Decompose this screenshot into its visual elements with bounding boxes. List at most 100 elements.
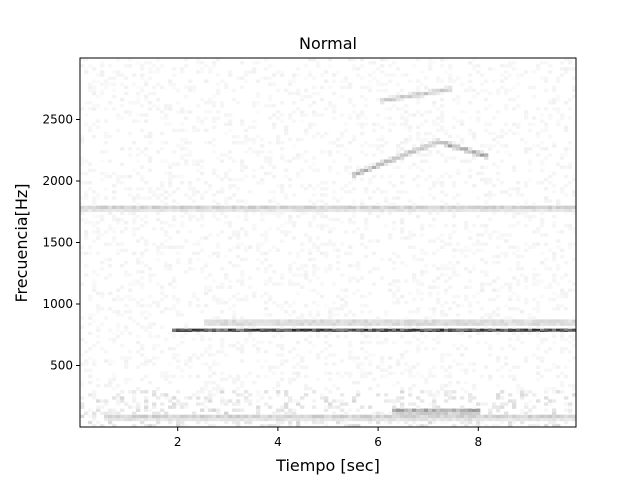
spectrogram-cell	[372, 251, 377, 256]
spectrogram-cell	[528, 423, 533, 428]
spectrogram-cell	[360, 236, 365, 240]
spectrogram-cell	[444, 70, 449, 74]
spectrogram-cell	[204, 350, 209, 354]
spectrogram-cell	[280, 230, 285, 234]
spectrogram-cell	[360, 331, 365, 336]
spectrogram-cell	[544, 208, 549, 213]
spectrogram-cell	[468, 414, 473, 419]
spectrogram-cell	[480, 285, 485, 289]
spectrogram-cell	[264, 205, 269, 209]
spectrogram-cell	[84, 193, 89, 197]
spectrogram-cell	[384, 159, 389, 163]
spectrogram-cell	[552, 420, 557, 425]
spectrogram-cell	[444, 208, 449, 213]
spectrogram-cell	[272, 113, 277, 117]
spectrogram-cell	[160, 85, 165, 90]
spectrogram-cell	[236, 387, 241, 391]
spectrogram-cell	[256, 350, 261, 354]
spectrogram-cell	[416, 396, 421, 400]
spectrogram-cell	[308, 236, 313, 240]
spectrogram-cell	[172, 347, 177, 351]
spectrogram-cell	[560, 319, 565, 323]
spectrogram-cell	[168, 208, 173, 213]
spectrogram-cell	[564, 319, 569, 323]
spectrogram-cell	[548, 174, 553, 179]
spectrogram-cell	[392, 97, 397, 102]
spectrogram-cell	[464, 224, 469, 228]
spectrogram-cell	[496, 294, 501, 299]
spectrogram-cell	[488, 104, 493, 108]
spectrogram-cell	[184, 396, 189, 400]
spectrogram-cell	[160, 64, 165, 68]
spectrogram-cell	[436, 411, 441, 415]
spectrogram-cell	[436, 177, 441, 182]
spectrogram-cell	[388, 236, 393, 240]
spectrogram-cell	[460, 122, 465, 126]
spectrogram-cell	[80, 64, 85, 68]
spectrogram-cell	[300, 137, 305, 142]
spectrogram-cell	[388, 79, 393, 83]
spectrogram-cell	[176, 245, 181, 249]
spectrogram-cell	[332, 399, 337, 403]
spectrogram-cell	[236, 254, 241, 259]
spectrogram-cell	[140, 304, 145, 308]
spectrogram-cell	[368, 359, 373, 363]
spectrogram-cell	[508, 245, 513, 249]
spectrogram-cell	[384, 141, 389, 145]
spectrogram-cell	[88, 356, 93, 360]
spectrogram-cell	[108, 417, 113, 422]
spectrogram-cell	[568, 288, 573, 292]
spectrogram-cell	[400, 122, 405, 126]
spectrogram-cell	[356, 116, 361, 120]
spectrogram-cell	[556, 239, 561, 243]
tonal-line-segment	[516, 328, 521, 331]
spectrogram-cell	[280, 119, 285, 123]
spectrogram-cell	[380, 356, 385, 360]
spectrogram-cell	[468, 319, 473, 323]
spectrogram-cell	[296, 205, 301, 209]
spectrogram-cell	[480, 144, 485, 148]
tonal-line-segment	[188, 328, 193, 331]
spectrogram-cell	[260, 165, 265, 169]
spectrogram-cell	[428, 187, 433, 191]
spectrogram-cell	[224, 353, 229, 357]
spectrogram-cell	[496, 423, 501, 428]
spectrogram-cell	[160, 371, 165, 376]
spectrogram-cell	[360, 76, 365, 80]
spectrogram-cell	[476, 239, 481, 243]
spectrogram-cell	[440, 417, 445, 422]
tonal-line-segment	[176, 328, 181, 331]
spectrogram-cell	[408, 113, 413, 117]
spectrogram-cell	[408, 390, 413, 394]
spectrogram-cell	[416, 205, 421, 209]
spectrogram-cell	[540, 61, 545, 65]
spectrogram-cell	[536, 131, 541, 136]
spectrogram-cell	[376, 205, 381, 209]
spectrogram-cell	[280, 205, 285, 209]
spectrogram-cell	[92, 91, 97, 96]
spectrogram-cell	[128, 414, 133, 419]
spectrogram-cell	[508, 224, 513, 228]
spectrogram-cell	[388, 371, 393, 376]
spectrogram-cell	[556, 294, 561, 299]
spectrogram-cell	[204, 383, 209, 388]
spectrogram-cell	[148, 334, 153, 339]
spectrogram-cell	[208, 380, 213, 385]
spectrogram-cell	[288, 322, 293, 326]
spectrogram-cell	[148, 267, 153, 271]
spectrogram-cell	[88, 88, 93, 93]
spectrogram-cell	[464, 285, 469, 289]
spectrogram-cell	[488, 316, 493, 320]
spectrogram-cell	[424, 316, 429, 320]
spectrogram-cell	[392, 159, 397, 163]
spectrogram-cell	[492, 193, 497, 197]
spectrogram-cell	[400, 147, 405, 151]
spectrogram-cell	[264, 390, 269, 394]
spectrogram-cell	[188, 356, 193, 360]
spectrogram-cell	[424, 208, 429, 213]
spectrogram-cell	[512, 417, 517, 422]
spectrogram-cell	[316, 420, 321, 425]
spectrogram-cell	[240, 122, 245, 126]
spectrogram-cell	[520, 208, 525, 213]
spectrogram-cell	[192, 353, 197, 357]
